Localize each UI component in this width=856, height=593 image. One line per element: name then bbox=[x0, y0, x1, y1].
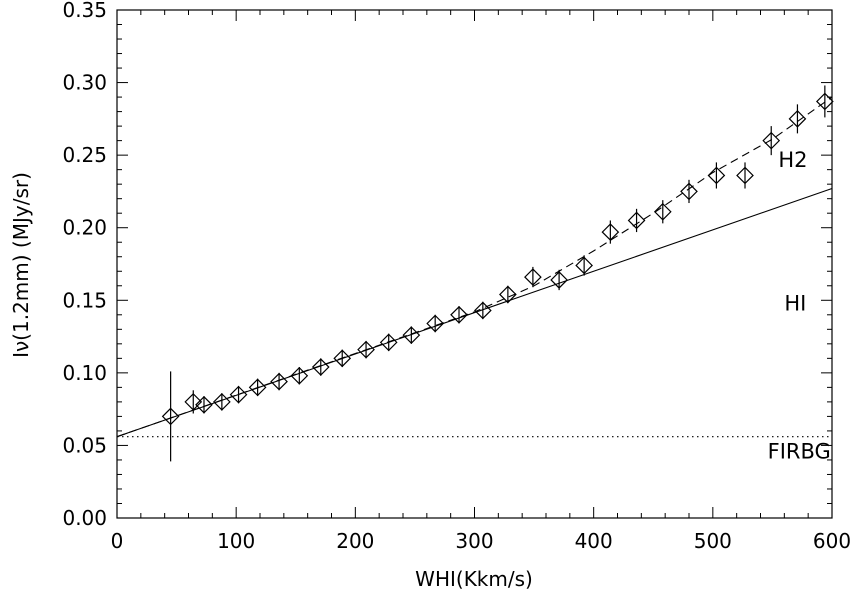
data-point bbox=[184, 393, 203, 411]
y-tick-label: 0.00 bbox=[62, 506, 107, 530]
dashed-line bbox=[116, 96, 833, 438]
data-point bbox=[550, 271, 568, 289]
x-tick-label: 200 bbox=[336, 529, 374, 553]
x-tick-label: 500 bbox=[694, 529, 732, 553]
data-point bbox=[248, 378, 267, 397]
annotations: H2 HI FIRBG bbox=[768, 148, 831, 464]
data-point bbox=[762, 131, 781, 150]
y-axis-title: Iν(1.2mm) (MJy/sr) bbox=[9, 172, 33, 358]
x-tick-label: 0 bbox=[111, 529, 124, 553]
tick-labels: 0 100 200 300 400 500 600 0.00 0.05 0.10 0.15 0.20 0… bbox=[62, 0, 851, 553]
y-tick-label: 0.25 bbox=[62, 143, 107, 167]
x-tick-label: 100 bbox=[217, 529, 255, 553]
data-point bbox=[333, 349, 352, 368]
data-point bbox=[426, 314, 445, 333]
annotation-label: HI bbox=[784, 291, 806, 315]
data-point bbox=[627, 211, 646, 230]
data-point bbox=[270, 372, 288, 391]
plot-frame bbox=[116, 9, 833, 519]
solid-line bbox=[116, 187, 833, 438]
data-point bbox=[601, 223, 620, 241]
data-point bbox=[788, 110, 807, 128]
data-point bbox=[653, 202, 672, 221]
annotation-label: FIRBG bbox=[768, 439, 831, 463]
data-point bbox=[195, 395, 213, 414]
x-tick-label: 600 bbox=[813, 529, 851, 553]
data-point bbox=[816, 92, 834, 111]
y-tick-label: 0.20 bbox=[62, 216, 107, 240]
x-axis-title: WHI(Kkm/s) bbox=[415, 567, 533, 591]
data-point bbox=[736, 166, 754, 185]
data-point bbox=[524, 268, 542, 286]
data-point bbox=[229, 385, 248, 404]
annotation-label: H2 bbox=[778, 148, 807, 172]
axis-ticks bbox=[116, 9, 833, 519]
data-point bbox=[575, 256, 593, 275]
y-tick-label: 0.10 bbox=[62, 361, 107, 385]
data-point bbox=[213, 393, 231, 411]
x-tick-label: 300 bbox=[455, 529, 493, 553]
y-tick-label: 0.35 bbox=[62, 0, 107, 22]
fit-lines bbox=[116, 96, 833, 438]
data-point bbox=[290, 366, 309, 385]
y-tick-label: 0.15 bbox=[62, 288, 107, 312]
data-point bbox=[707, 166, 726, 185]
data-point bbox=[499, 285, 517, 304]
data-point bbox=[161, 407, 180, 426]
x-tick-label: 400 bbox=[575, 529, 613, 553]
data-point bbox=[311, 358, 330, 376]
y-tick-label: 0.05 bbox=[62, 433, 107, 457]
data-point bbox=[680, 182, 698, 201]
y-tick-label: 0.30 bbox=[62, 71, 107, 95]
data-point bbox=[402, 326, 421, 344]
data-point bbox=[379, 333, 398, 352]
data-point bbox=[450, 305, 468, 324]
data-point bbox=[357, 340, 375, 359]
data-points bbox=[161, 85, 834, 462]
data-point bbox=[473, 301, 492, 320]
